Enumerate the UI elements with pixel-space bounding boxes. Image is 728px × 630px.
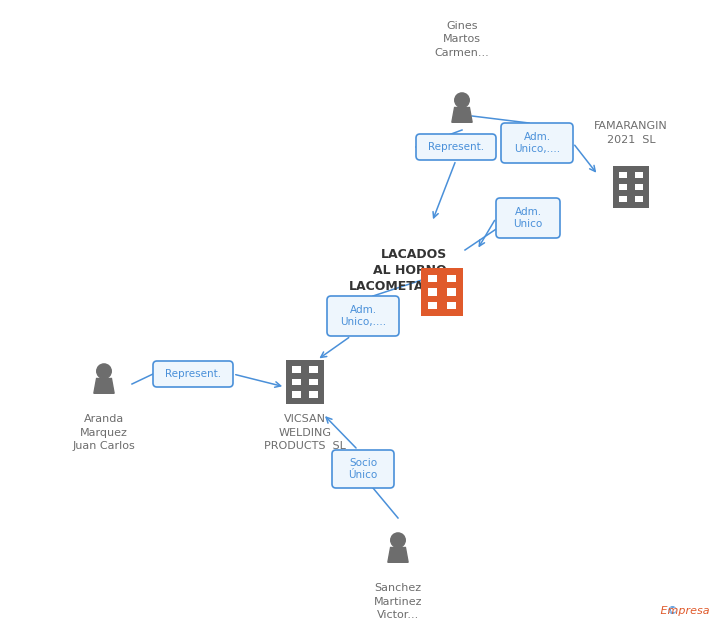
- Text: Socio
Único: Socio Único: [349, 458, 378, 480]
- FancyBboxPatch shape: [619, 172, 627, 178]
- FancyBboxPatch shape: [293, 379, 301, 386]
- FancyBboxPatch shape: [309, 367, 317, 373]
- Circle shape: [97, 364, 111, 379]
- FancyBboxPatch shape: [446, 275, 456, 282]
- FancyBboxPatch shape: [332, 450, 394, 488]
- Text: FAMARANGIN
2021  SL: FAMARANGIN 2021 SL: [594, 122, 668, 145]
- Text: VICSAN
WELDING
PRODUCTS  SL: VICSAN WELDING PRODUCTS SL: [264, 414, 346, 451]
- FancyBboxPatch shape: [446, 302, 456, 309]
- Text: Sanchez
Martinez
Victor...: Sanchez Martinez Victor...: [373, 583, 422, 620]
- Text: ©: ©: [666, 606, 677, 616]
- FancyBboxPatch shape: [416, 134, 496, 160]
- Text: Represent.: Represent.: [428, 142, 484, 152]
- FancyBboxPatch shape: [421, 268, 463, 316]
- Text: Adm.
Unico,....: Adm. Unico,....: [340, 305, 386, 327]
- Text: Aranda
Marquez
Juan Carlos: Aranda Marquez Juan Carlos: [73, 414, 135, 451]
- FancyBboxPatch shape: [635, 195, 643, 202]
- FancyBboxPatch shape: [619, 184, 627, 190]
- FancyBboxPatch shape: [635, 184, 643, 190]
- FancyBboxPatch shape: [309, 391, 317, 398]
- Text: Adm.
Unico,....: Adm. Unico,....: [514, 132, 560, 154]
- Polygon shape: [94, 379, 114, 393]
- FancyBboxPatch shape: [428, 275, 438, 282]
- FancyBboxPatch shape: [153, 361, 233, 387]
- FancyBboxPatch shape: [496, 198, 560, 238]
- FancyBboxPatch shape: [428, 302, 438, 309]
- FancyBboxPatch shape: [613, 166, 649, 208]
- Text: Represent.: Represent.: [165, 369, 221, 379]
- Circle shape: [391, 533, 405, 547]
- FancyBboxPatch shape: [293, 367, 301, 373]
- FancyBboxPatch shape: [619, 195, 627, 202]
- Text: Adm.
Unico: Adm. Unico: [513, 207, 542, 229]
- FancyBboxPatch shape: [446, 289, 456, 295]
- FancyBboxPatch shape: [286, 360, 324, 404]
- FancyBboxPatch shape: [309, 379, 317, 386]
- Circle shape: [455, 93, 470, 108]
- FancyBboxPatch shape: [635, 172, 643, 178]
- Polygon shape: [452, 108, 472, 122]
- Text: Gines
Martos
Carmen...: Gines Martos Carmen...: [435, 21, 489, 58]
- FancyBboxPatch shape: [293, 391, 301, 398]
- Text: Empresa: Empresa: [657, 606, 710, 616]
- FancyBboxPatch shape: [428, 289, 438, 295]
- FancyBboxPatch shape: [327, 296, 399, 336]
- FancyBboxPatch shape: [501, 123, 573, 163]
- Polygon shape: [388, 547, 408, 563]
- Text: LACADOS
AL HORNO
LACOMETAL...: LACADOS AL HORNO LACOMETAL...: [349, 248, 447, 293]
